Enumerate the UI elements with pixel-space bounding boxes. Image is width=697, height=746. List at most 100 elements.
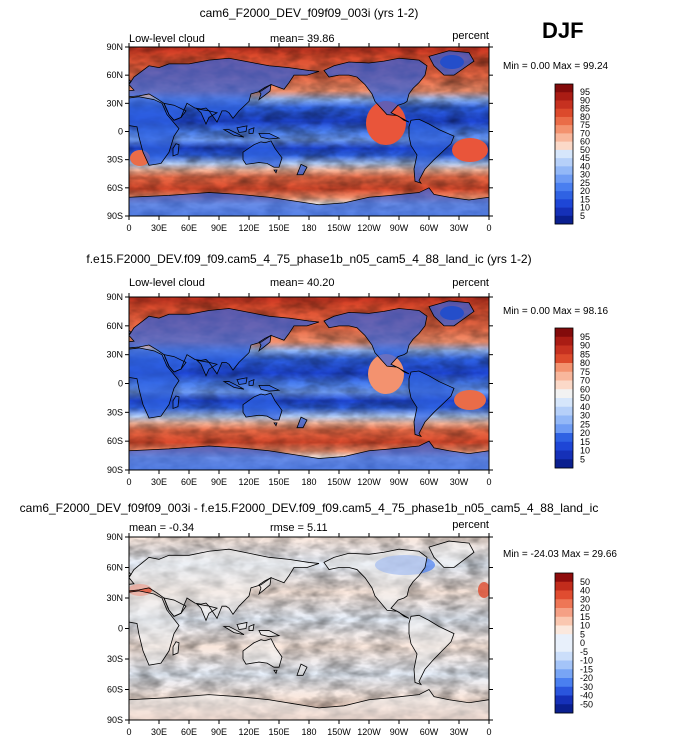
- panel-2-left-label: Low-level cloud: [129, 277, 205, 289]
- panel-2-colorbar-label: 15: [580, 437, 590, 447]
- panel-3-colorbar-label: -15: [580, 664, 593, 674]
- panel-2-x-tick-label: 150W: [327, 477, 351, 487]
- panel-1-y-tick-label: 30S: [107, 155, 123, 165]
- panel-2-colorbar-label: 25: [580, 419, 590, 429]
- panel-2-y-tick-label: 0: [118, 379, 123, 389]
- panel-1-title: cam6_F2000_DEV_f09f09_003i (yrs 1-2): [200, 6, 419, 20]
- panel-2-y-tick-label: 60N: [106, 321, 123, 331]
- panel-3-colorbar-swatch: [555, 634, 573, 644]
- panel-2-colorbar-swatch: [555, 354, 573, 364]
- panel-2-colorbar-label: 50: [580, 393, 590, 403]
- panel-3-colorbar-swatch: [555, 643, 573, 653]
- panel-2-x-tick-label: 60E: [181, 477, 197, 487]
- panel-2-colorbar-swatch: [555, 380, 573, 390]
- panel-1-left-label: Low-level cloud: [129, 33, 205, 45]
- panel-1-x-tick-label: 120W: [357, 223, 381, 233]
- panel-2-minmax: Min = 0.00 Max = 98.16: [503, 306, 609, 317]
- panel-3-colorbar-label: 10: [580, 621, 590, 631]
- panel-3-colorbar-swatch: [555, 590, 573, 600]
- panel-2-colorbar-label: 60: [580, 384, 590, 394]
- panel-2-x-ticks: 0 30E 60E 90E 120E 150E 180 150W 120W 90W 60W 30W 0: [126, 293, 492, 487]
- panel-1-colorbar-label: 95: [580, 87, 590, 97]
- panel-3-units-label: percent: [452, 519, 489, 531]
- panel-3-colorbar-label: 15: [580, 612, 590, 622]
- panel-2-units-label: percent: [452, 277, 489, 289]
- panel-2-colorbar-swatch: [555, 441, 573, 451]
- panel-1-colorbar-label: 80: [580, 112, 590, 122]
- panel-1-x-tick-label: 0: [126, 223, 131, 233]
- panel-2-y-tick-label: 30N: [106, 350, 123, 360]
- panel-1-y-tick-label: 0: [118, 127, 123, 137]
- panel-1-y-tick-label: 30N: [106, 98, 123, 108]
- panel-2-colorbar-frame: [554, 327, 574, 469]
- panel-3-y-ticks: 90N 60N 30N 0 30S 60S 90S: [106, 532, 493, 725]
- panel-1-colorbar-label: 15: [580, 194, 590, 204]
- panel-2-y-tick-label: 60S: [107, 436, 123, 446]
- panel-2-colorbar-label: 10: [580, 446, 590, 456]
- panel-1-y-ticks: 90N 60N 30N 0 30S 60S 90S: [106, 42, 493, 221]
- panel-2-colorbar-label: 90: [580, 341, 590, 351]
- panel-1-colorbar-swatch: [555, 125, 573, 134]
- panel-1-colorbar-swatch: [555, 158, 573, 167]
- panel-2-colorbar-swatch: [555, 424, 573, 434]
- panel-1-colorbar-frame: [554, 83, 574, 225]
- panel-2-x-tick-label: 0: [126, 477, 131, 487]
- panel-3-x-tick-label: 30W: [450, 727, 469, 737]
- panel-1-x-tick-label: 90E: [211, 223, 227, 233]
- panel-1-mean-label: mean= 39.86: [270, 33, 335, 45]
- panel-3-x-tick-label: 90E: [211, 727, 227, 737]
- panel-2-y-ticks: 90N 60N 30N 0 30S 60S 90S: [106, 292, 493, 475]
- panel-1-colorbar-label: 30: [580, 170, 590, 180]
- panel-1-x-tick-label: 60W: [420, 223, 439, 233]
- panel-1: cam6_F2000_DEV_f09f09_003i (yrs 1-2) Low…: [106, 6, 608, 233]
- panel-1-colorbar-swatch: [555, 149, 573, 159]
- panel-3-colorbar-label: 20: [580, 603, 590, 613]
- panel-2-colorbar-label: 30: [580, 411, 590, 421]
- panel-1-y-tick-label: 90N: [106, 42, 123, 52]
- panel-2-colorbar-label: 5: [580, 454, 585, 464]
- panel-1-colorbar-swatch: [555, 166, 573, 175]
- panel-2-x-tick-label: 120E: [238, 477, 259, 487]
- panel-2-y-tick-label: 90S: [107, 465, 123, 475]
- panel-1-x-tick-label: 150W: [327, 223, 351, 233]
- panel-3-y-tick-label: 60N: [106, 563, 123, 573]
- panel-3-x-tick-label: 60W: [420, 727, 439, 737]
- panel-2-colorbar-swatch: [555, 389, 573, 399]
- panel-3-colorbar-label: -10: [580, 656, 593, 666]
- panel-2-x-tick-label: 90E: [211, 477, 227, 487]
- panel-3-minmax: Min = -24.03 Max = 29.66: [503, 549, 617, 560]
- panel-1-x-tick-label: 180: [301, 223, 316, 233]
- panel-3-x-tick-label: 120W: [357, 727, 381, 737]
- panel-3-y-tick-label: 30S: [107, 654, 123, 664]
- panel-3-colorbar-swatch: [555, 651, 573, 661]
- panel-3-colorbar-label: 30: [580, 594, 590, 604]
- panel-2-colorbar-swatch: [555, 336, 573, 346]
- panel-2-colorbar-label: 40: [580, 402, 590, 412]
- panel-3-colorbar-label: -5: [580, 647, 588, 657]
- panel-3-colorbar-label: -30: [580, 682, 593, 692]
- panel-1-colorbar-label: 5: [580, 211, 585, 221]
- panel-2-x-tick-label: 90W: [390, 477, 409, 487]
- panel-1-y-tick-label: 90S: [107, 211, 123, 221]
- panel-3-title: cam6_F2000_DEV_f09f09_003i - f.e15.F2000…: [20, 501, 599, 515]
- panel-3-x-tick-label: 30E: [151, 727, 167, 737]
- panel-3-x-tick-label: 60E: [181, 727, 197, 737]
- panel-2-colorbar-swatch: [555, 433, 573, 443]
- panel-3-y-tick-label: 30N: [106, 593, 123, 603]
- panel-3-x-tick-label: 150W: [327, 727, 351, 737]
- panel-3-colorbar-frame: [554, 572, 574, 714]
- panel-3-colorbar-label: 0: [580, 638, 585, 648]
- panel-2-colorbar-label: 75: [580, 367, 590, 377]
- panel-3-colorbar-swatch: [555, 686, 573, 696]
- panel-3-colorbar-swatch: [555, 625, 573, 635]
- panel-1-x-tick-label: 120E: [238, 223, 259, 233]
- panel-3-colorbar-swatch: [555, 573, 573, 583]
- panel-2-colorbar-swatch: [555, 450, 573, 460]
- panel-1-x-tick-label: 60E: [181, 223, 197, 233]
- panel-1-colorbar-label: 10: [580, 203, 590, 213]
- panel-1-colorbar-label: 75: [580, 120, 590, 130]
- panel-2-colorbar-label: 80: [580, 358, 590, 368]
- panel-3-colorbar-label: -40: [580, 691, 593, 701]
